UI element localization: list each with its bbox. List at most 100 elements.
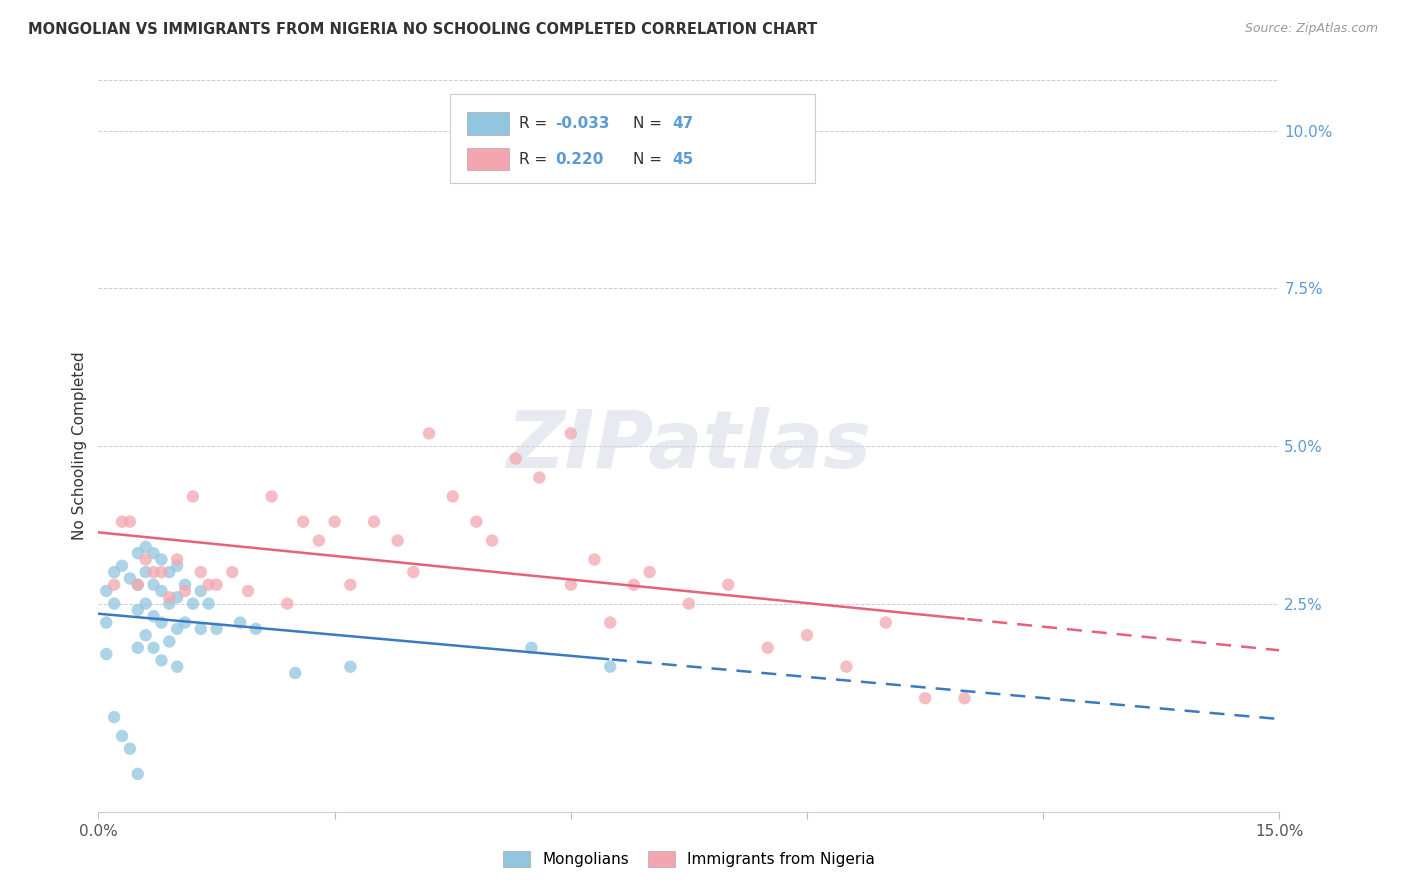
Point xyxy=(166,622,188,636)
Point xyxy=(583,552,606,566)
Point xyxy=(150,615,173,630)
Point xyxy=(142,546,165,560)
Point xyxy=(96,615,118,630)
Text: R =: R = xyxy=(519,153,557,167)
Text: R =: R = xyxy=(519,117,553,131)
Point xyxy=(875,615,897,630)
Point xyxy=(150,584,173,599)
Point xyxy=(481,533,503,548)
Text: ZIPatlas: ZIPatlas xyxy=(506,407,872,485)
Point xyxy=(166,558,188,573)
Point xyxy=(292,515,315,529)
Point xyxy=(418,426,440,441)
Point xyxy=(181,490,204,504)
Point xyxy=(135,597,157,611)
Y-axis label: No Schooling Completed: No Schooling Completed xyxy=(72,351,87,541)
Point xyxy=(150,565,173,579)
Point xyxy=(560,426,582,441)
Text: Source: ZipAtlas.com: Source: ZipAtlas.com xyxy=(1244,22,1378,36)
Point xyxy=(276,597,298,611)
Point xyxy=(142,565,165,579)
Point xyxy=(197,597,219,611)
Point xyxy=(166,552,188,566)
Point xyxy=(260,490,283,504)
Point xyxy=(339,659,361,673)
Point xyxy=(150,653,173,667)
Point xyxy=(236,584,259,599)
Text: 45: 45 xyxy=(672,153,693,167)
Point xyxy=(835,659,858,673)
Text: -0.033: -0.033 xyxy=(555,117,610,131)
Text: 0.220: 0.220 xyxy=(555,153,603,167)
Point xyxy=(529,470,551,484)
Point xyxy=(127,767,149,781)
Point xyxy=(717,578,740,592)
Point xyxy=(190,565,212,579)
Point xyxy=(914,691,936,706)
Point xyxy=(205,622,228,636)
Text: 47: 47 xyxy=(672,117,693,131)
Point xyxy=(678,597,700,611)
Point xyxy=(166,591,188,605)
Point xyxy=(96,584,118,599)
Point xyxy=(323,515,346,529)
Text: MONGOLIAN VS IMMIGRANTS FROM NIGERIA NO SCHOOLING COMPLETED CORRELATION CHART: MONGOLIAN VS IMMIGRANTS FROM NIGERIA NO … xyxy=(28,22,817,37)
Point xyxy=(96,647,118,661)
Point xyxy=(953,691,976,706)
Point xyxy=(387,533,409,548)
Point xyxy=(245,622,267,636)
Point xyxy=(465,515,488,529)
Point xyxy=(520,640,543,655)
Point xyxy=(118,515,141,529)
Point xyxy=(127,546,149,560)
Point xyxy=(229,615,252,630)
Point xyxy=(111,729,134,743)
Point xyxy=(284,665,307,680)
Point xyxy=(118,571,141,585)
Point xyxy=(174,615,197,630)
Point xyxy=(166,659,188,673)
Point xyxy=(135,565,157,579)
Point xyxy=(181,597,204,611)
Point xyxy=(174,578,197,592)
Point xyxy=(308,533,330,548)
Point xyxy=(135,552,157,566)
Point xyxy=(205,578,228,592)
Point xyxy=(599,615,621,630)
Point xyxy=(142,640,165,655)
Point xyxy=(157,591,180,605)
Point xyxy=(599,659,621,673)
Point xyxy=(197,578,219,592)
Point xyxy=(111,515,134,529)
Point xyxy=(127,603,149,617)
Point xyxy=(103,710,125,724)
Point xyxy=(221,565,243,579)
Point xyxy=(796,628,818,642)
Point xyxy=(623,578,645,592)
Point xyxy=(402,565,425,579)
Point xyxy=(190,584,212,599)
Point xyxy=(560,578,582,592)
Point xyxy=(127,578,149,592)
Point xyxy=(118,741,141,756)
Point xyxy=(127,578,149,592)
Point xyxy=(363,515,385,529)
Text: N =: N = xyxy=(633,117,666,131)
Point xyxy=(441,490,464,504)
Point xyxy=(157,634,180,648)
Point xyxy=(142,609,165,624)
Point xyxy=(127,640,149,655)
Point xyxy=(135,628,157,642)
Point xyxy=(135,540,157,554)
Point xyxy=(339,578,361,592)
Point xyxy=(142,578,165,592)
Point xyxy=(103,578,125,592)
Point xyxy=(150,552,173,566)
Point xyxy=(638,565,661,579)
Point xyxy=(505,451,527,466)
Point xyxy=(111,558,134,573)
Point xyxy=(157,565,180,579)
Legend: Mongolians, Immigrants from Nigeria: Mongolians, Immigrants from Nigeria xyxy=(496,845,882,873)
Text: N =: N = xyxy=(633,153,666,167)
Point xyxy=(103,597,125,611)
